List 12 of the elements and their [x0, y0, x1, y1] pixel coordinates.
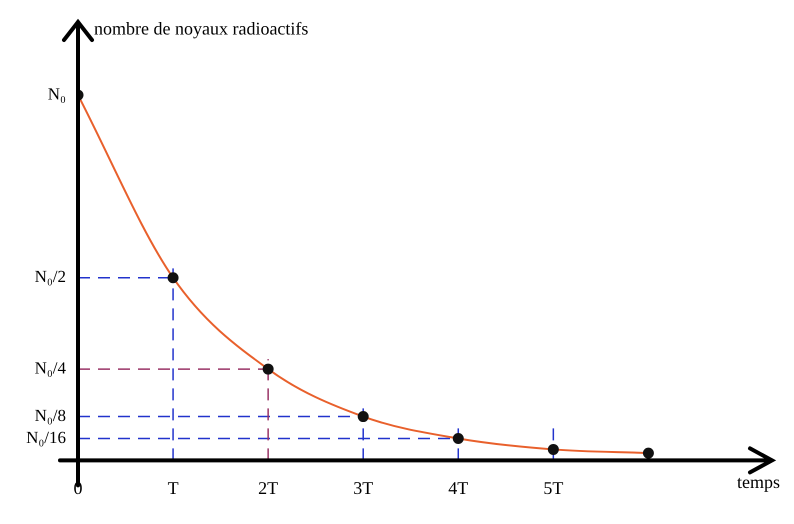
- x-tick-label: 5T: [543, 478, 564, 498]
- ref-line-label: N₀/2: [34, 267, 66, 286]
- ref-line-label: N₀/8: [34, 406, 66, 426]
- x-tick-label: 3T: [353, 478, 374, 498]
- ref-line-label: N₀/4: [34, 358, 66, 378]
- x-tick-label: T: [168, 478, 179, 498]
- x-tick-label: 4T: [448, 478, 468, 498]
- text: N₀: [48, 84, 66, 104]
- y-axis-title: nombre de noyaux radioactifs: [94, 18, 308, 39]
- x-tick-label: 2T: [258, 478, 278, 498]
- x-axis-title: temps: [737, 472, 780, 492]
- ref-line-label: N₀/16: [26, 428, 66, 447]
